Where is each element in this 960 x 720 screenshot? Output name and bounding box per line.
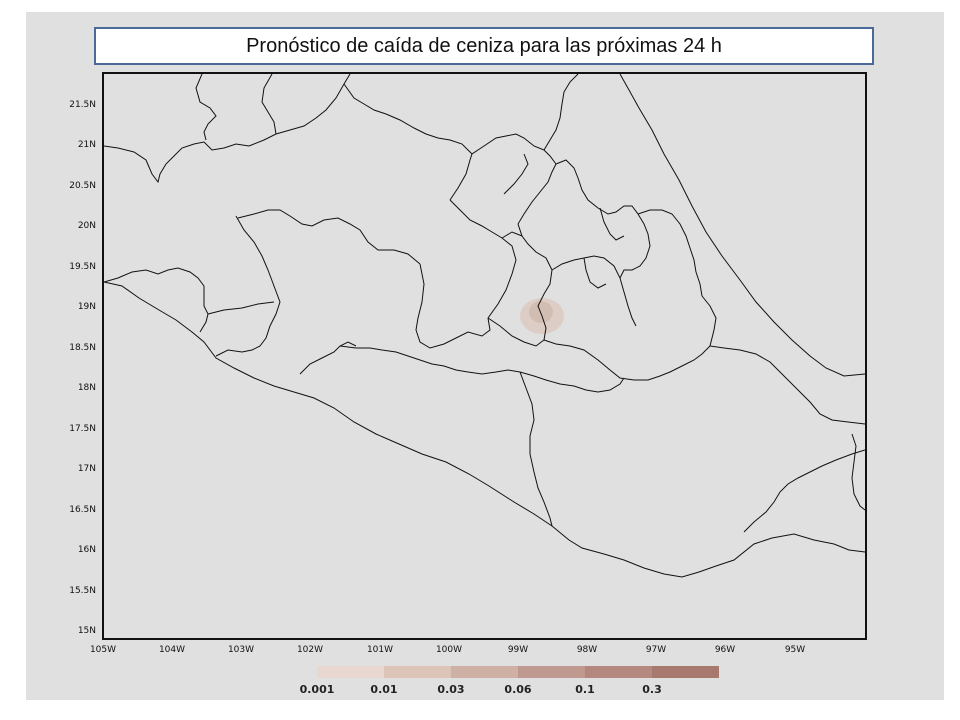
state-border-15 <box>555 159 651 279</box>
lon-label: 96W <box>714 645 736 655</box>
state-border-2 <box>195 74 217 141</box>
state-border-10 <box>449 199 517 319</box>
legend-label: 0.01 <box>370 683 398 696</box>
lon-label: 103W <box>227 645 255 655</box>
state-border-8 <box>207 301 275 315</box>
map-frame <box>102 72 867 640</box>
state-border-20 <box>339 345 521 375</box>
state-border-5 <box>237 209 421 265</box>
lon-label: 95W <box>784 645 806 655</box>
lon-label: 100W <box>435 645 463 655</box>
lon-label: 98W <box>576 645 598 655</box>
lon-label: 105W <box>89 645 117 655</box>
lat-label: 19.5N <box>69 262 96 272</box>
state-border-25 <box>503 153 529 195</box>
state-border-27 <box>599 207 625 241</box>
coastline <box>104 281 865 578</box>
legend-label: 0.06 <box>504 683 532 696</box>
state-border-24 <box>851 433 865 511</box>
state-border-23 <box>743 449 865 533</box>
state-border-1 <box>104 74 351 184</box>
state-border-12 <box>487 149 557 347</box>
legend-label: 0.001 <box>299 683 335 696</box>
state-border-4 <box>343 83 473 155</box>
lat-label: 19N <box>77 302 96 312</box>
state-border-21 <box>299 341 357 375</box>
lat-label: 17.5N <box>69 424 96 434</box>
legend-swatch <box>451 666 518 678</box>
lat-label: 20.5N <box>69 181 96 191</box>
lat-label: 20N <box>77 221 96 231</box>
state-border-6 <box>215 215 281 357</box>
legend-swatch <box>585 666 652 678</box>
lon-label: 102W <box>296 645 324 655</box>
state-border-14 <box>551 255 637 327</box>
lat-label: 18N <box>77 383 96 393</box>
gulf-coastline <box>619 74 865 377</box>
lat-label: 21.5N <box>69 100 96 110</box>
state-border-18 <box>701 295 865 425</box>
lat-label: 18.5N <box>69 343 96 353</box>
state-border-26 <box>583 257 607 289</box>
lat-label: 21N <box>77 140 96 150</box>
map-area <box>104 74 865 638</box>
lon-label: 101W <box>366 645 394 655</box>
legend-swatch <box>652 666 719 678</box>
lat-label: 15.5N <box>69 586 96 596</box>
lat-label: 17N <box>77 464 96 474</box>
state-border-11 <box>449 74 579 201</box>
lat-label: 16N <box>77 545 96 555</box>
legend-swatch <box>518 666 585 678</box>
state-border-16 <box>637 209 703 297</box>
legend-label: 0.3 <box>642 683 662 696</box>
map-title: Pronóstico de caída de ceniza para las p… <box>94 27 874 65</box>
state-border-9 <box>415 263 491 349</box>
legend-swatch <box>317 666 384 678</box>
lon-label: 99W <box>507 645 529 655</box>
state-border-19 <box>519 371 553 527</box>
lat-label: 15N <box>77 626 96 636</box>
lon-label: 104W <box>158 645 186 655</box>
plume-inner <box>529 301 553 323</box>
state-border-7 <box>104 267 209 333</box>
legend-label: 0.1 <box>575 683 595 696</box>
map-svg <box>104 74 865 638</box>
map-title-text: Pronóstico de caída de ceniza para las p… <box>246 34 722 57</box>
state-border-3 <box>261 74 277 135</box>
lat-label: 16.5N <box>69 505 96 515</box>
lon-label: 97W <box>645 645 667 655</box>
state-border-13 <box>501 231 523 239</box>
legend-swatch <box>384 666 451 678</box>
state-border-17 <box>543 339 711 381</box>
borders <box>104 74 865 578</box>
state-border-22 <box>519 371 625 393</box>
legend-label: 0.03 <box>437 683 465 696</box>
